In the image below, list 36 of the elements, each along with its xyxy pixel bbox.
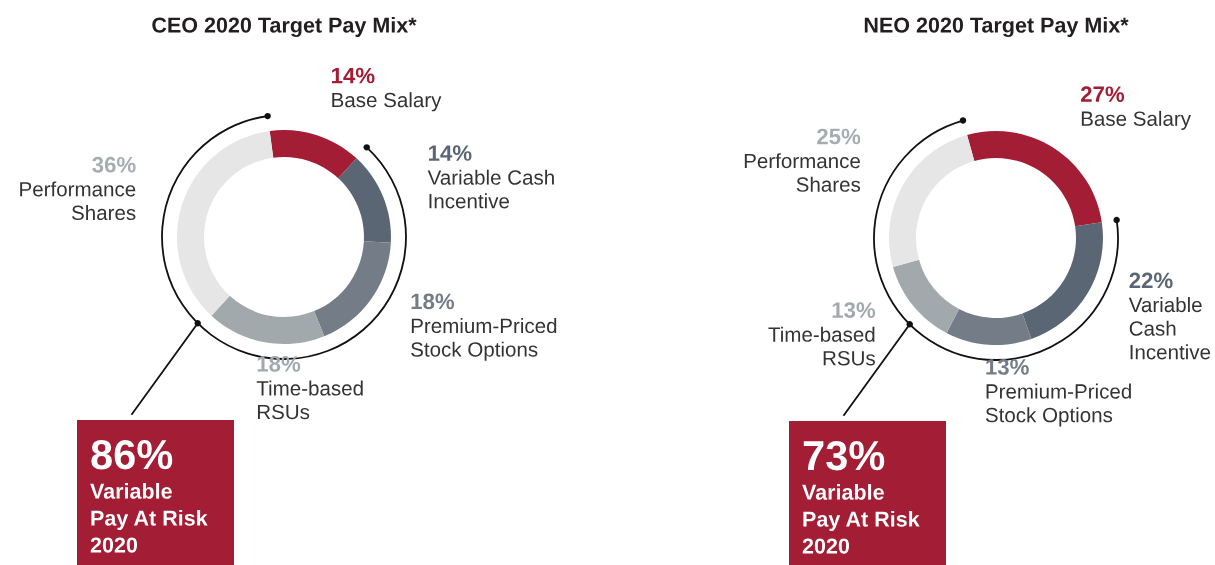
slice-label: Base Salary [1081, 110, 1191, 131]
donut-slice [1022, 222, 1103, 339]
donut-slice [892, 259, 960, 333]
donut-slice [889, 134, 975, 267]
slice-label: Premium-Priced Stock Options [985, 383, 1131, 427]
data-label: 13% [986, 359, 1029, 375]
data-label: 22% [1129, 272, 1173, 289]
data-label: 14% [429, 145, 472, 161]
text: 86% [91, 439, 173, 470]
donut-slice [967, 131, 1102, 227]
text: Variable Pay At Risk 2020 [802, 484, 920, 554]
text: Variable Pay At Risk 2020 [90, 483, 208, 553]
donut-slice [946, 308, 1032, 345]
data-label: 27% [1080, 86, 1125, 103]
data-label: 18% [257, 355, 301, 372]
slice-label: Performance Shares [744, 153, 861, 192]
slice-label: Variable Cash Incentive [1128, 297, 1211, 360]
text: 73% [803, 440, 885, 471]
slice-label: Variable Cash Incentive [427, 169, 554, 209]
slice-label: Performance Shares [20, 181, 136, 221]
chart-title: CEO 2020 Target Pay Mix* [152, 16, 417, 38]
data-label: 18% [411, 293, 455, 310]
slice-label: Time-based RSUs [768, 326, 875, 366]
slice-label: Time-based RSUs [256, 380, 363, 420]
data-label: 36% [92, 156, 136, 173]
donut-slice [314, 241, 391, 337]
data-label: 25% [817, 128, 861, 145]
slice-label: Premium-Priced Stock Options [411, 318, 557, 361]
chart-title: NEO 2020 Target Pay Mix* [864, 16, 1129, 38]
donut-slice [269, 130, 357, 179]
data-label: 13% [832, 302, 876, 318]
data-label: 14% [332, 67, 375, 84]
slice-label: Base Salary [332, 92, 442, 112]
donut-slice [338, 158, 391, 243]
donut-slice [177, 130, 274, 316]
donut-slice [211, 295, 325, 344]
